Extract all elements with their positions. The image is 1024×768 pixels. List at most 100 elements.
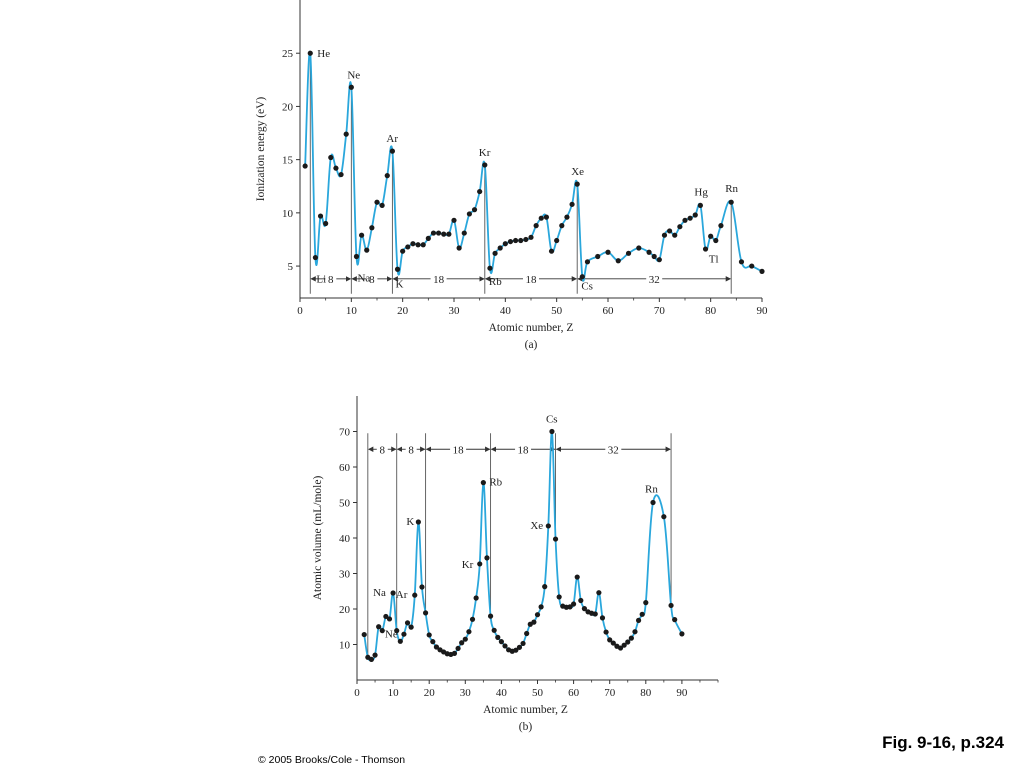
x-tick-label: 70 (604, 687, 616, 699)
data-point (702, 246, 709, 252)
data-point (426, 632, 432, 638)
x-tick-label: 60 (603, 305, 615, 317)
data-point (534, 612, 541, 618)
data-point (420, 242, 426, 248)
data-point (610, 640, 616, 646)
y-tick-label: 10 (339, 640, 351, 652)
data-point (682, 217, 688, 223)
x-tick-label: 70 (654, 305, 666, 317)
data-point (338, 171, 344, 178)
data-point (491, 627, 497, 633)
data-point (323, 220, 329, 227)
data-point (451, 217, 457, 223)
element-label: K (396, 278, 404, 290)
data-point (425, 235, 431, 241)
data-point (571, 601, 577, 607)
data-point (404, 620, 411, 626)
element-label: Na (357, 272, 370, 284)
data-point (359, 232, 365, 238)
figure-caption: Fig. 9-16, p.324 (882, 733, 1004, 752)
y-axis-title: Ionization energy (eV) (255, 97, 267, 202)
data-point (482, 162, 488, 168)
data-point (415, 519, 421, 525)
data-point (466, 211, 472, 217)
x-tick-label: 50 (551, 305, 563, 317)
data-point (621, 642, 627, 648)
data-point (480, 480, 486, 486)
data-point (556, 594, 562, 600)
data-point (487, 613, 494, 619)
data-point (559, 223, 565, 229)
data-point (661, 232, 668, 238)
x-axis-title: Atomic number, Z (489, 322, 574, 334)
copyright-notice: © 2005 Brooks/Cole - Thomson (258, 754, 406, 766)
element-label: Rb (489, 477, 502, 489)
panel-label: (b) (519, 721, 533, 733)
data-point (507, 238, 514, 245)
element-label: Xe (571, 166, 584, 178)
data-point (667, 228, 673, 234)
bracket-label: 18 (526, 274, 538, 286)
x-tick-label: 20 (397, 305, 409, 317)
x-tick-label: 40 (500, 305, 512, 317)
data-point (639, 611, 645, 617)
y-tick-label: 40 (339, 533, 351, 545)
data-point (436, 230, 442, 236)
data-point (569, 201, 575, 207)
x-tick-label: 0 (297, 305, 303, 317)
y-tick-label: 5 (288, 261, 294, 273)
data-point (650, 499, 656, 506)
data-point (412, 592, 418, 598)
data-point (390, 590, 396, 596)
bracket-label: 8 (369, 274, 375, 286)
data-point (455, 645, 461, 652)
data-point (368, 656, 375, 663)
data-point (484, 555, 490, 561)
data-point (502, 643, 508, 649)
data-point (759, 268, 765, 274)
data-point (603, 629, 609, 635)
element-label: Cs (546, 414, 558, 426)
data-point (692, 212, 698, 218)
data-point (545, 523, 551, 529)
data-point (422, 610, 429, 616)
data-point (636, 245, 642, 251)
bracket-label: 32 (649, 274, 660, 286)
data-point (384, 173, 390, 179)
data-point (552, 536, 559, 542)
element-label: Tl (709, 254, 719, 266)
panel-label: (a) (525, 339, 538, 351)
data-point (328, 154, 334, 161)
data-point (578, 597, 584, 604)
x-tick-label: 10 (388, 687, 400, 699)
bracket-label: 18 (453, 444, 465, 456)
data-point (668, 602, 674, 609)
element-label: Ar (396, 589, 408, 601)
data-point (376, 624, 382, 630)
data-curve (304, 50, 763, 282)
data-point (656, 257, 662, 263)
element-label: Kr (479, 147, 491, 159)
data-point (430, 230, 437, 236)
data-point (749, 263, 755, 269)
data-point (543, 214, 550, 220)
y-tick-label: 25 (282, 48, 294, 60)
data-point (498, 639, 504, 645)
data-point (520, 640, 526, 647)
data-point (307, 50, 313, 56)
data-point (672, 617, 678, 623)
data-point (542, 584, 548, 590)
data-point (661, 514, 667, 520)
data-point (677, 224, 683, 230)
data-point (554, 237, 560, 244)
data-point (433, 644, 440, 650)
data-point (477, 561, 483, 567)
data-point (567, 604, 573, 610)
data-point (408, 624, 414, 630)
data-point (401, 631, 407, 637)
data-point (679, 631, 685, 637)
x-tick-label: 0 (354, 687, 360, 699)
data-point (635, 617, 642, 623)
y-tick-label: 70 (339, 427, 351, 439)
x-tick-label: 80 (705, 305, 717, 317)
